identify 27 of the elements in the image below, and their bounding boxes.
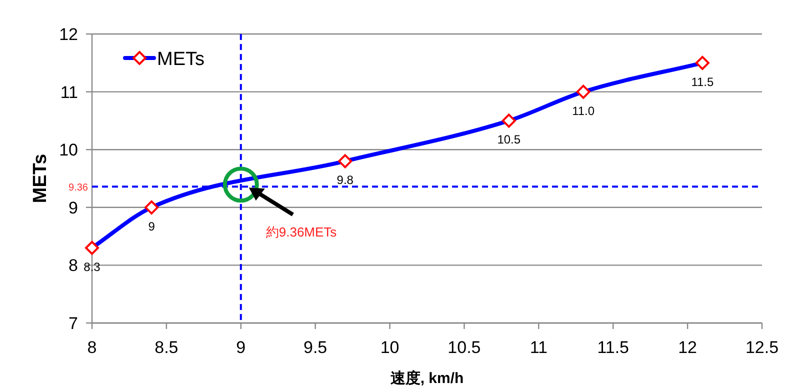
data-label: 11.5 — [691, 74, 714, 89]
y-tick-label: 10 — [59, 140, 78, 160]
data-label: 9 — [148, 219, 156, 234]
data-label: 10.5 — [497, 132, 521, 147]
legend-label: METs — [157, 49, 204, 70]
x-tick-label: 12 — [678, 338, 698, 357]
x-tick-label: 8 — [87, 338, 97, 357]
y-tick-label: 7 — [68, 314, 78, 333]
y-axis-title: METs — [30, 154, 51, 204]
y-tick-label: 11 — [60, 82, 78, 102]
x-axis-title: 速度, km/h — [390, 369, 464, 387]
data-label: 11.0 — [572, 104, 595, 118]
y-tick-label: 8 — [68, 256, 78, 276]
x-tick-label: 10.5 — [448, 338, 481, 357]
y-tick-label: 9 — [68, 198, 78, 218]
x-tick-label: 11 — [530, 338, 548, 357]
x-tick-label: 8.5 — [154, 338, 178, 357]
ref-line-label: 9.36 — [68, 182, 88, 194]
data-label: 8.3 — [84, 260, 101, 274]
x-tick-label: 9.5 — [304, 338, 328, 357]
y-tick-label: 12 — [59, 25, 78, 44]
x-tick-label: 9 — [236, 338, 246, 357]
x-tick-label: 12.5 — [745, 338, 779, 357]
data-label: 9.8 — [336, 173, 354, 188]
annotation: 約9.36METs — [266, 224, 338, 240]
x-tick-label: 10 — [380, 338, 400, 357]
x-tick-label: 11.5 — [597, 338, 630, 357]
